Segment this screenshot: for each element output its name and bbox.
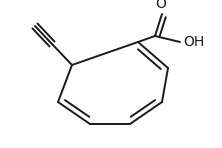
Text: OH: OH <box>183 35 204 49</box>
Text: O: O <box>156 0 166 11</box>
